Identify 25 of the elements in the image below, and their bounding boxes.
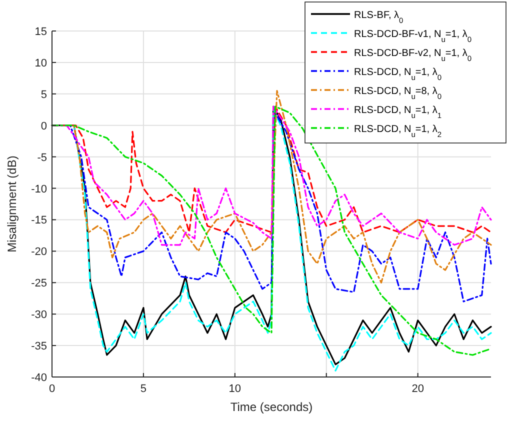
y-tick-label: 5 [40, 88, 47, 101]
y-tick-label: 15 [34, 26, 47, 38]
legend-label: RLS-DCD, N$_{u}$=1, λ$_{2}$ [354, 124, 442, 138]
y-tick-label: -5 [37, 152, 47, 164]
x-tick-label: 20 [412, 383, 424, 395]
y-tick-label: -10 [31, 183, 47, 196]
legend-label: RLS-DCD, N$_{u}$=1, λ$_{1}$ [354, 105, 442, 120]
y-tick-label: 0 [40, 120, 47, 132]
legend-label: RLS-BF, λ$_{0}$ [354, 10, 404, 24]
x-tick-label: 0 [48, 383, 56, 395]
legend-label: RLS-DCD-BF-v2, N$_{u}$=1, λ$_{0}$ [354, 48, 472, 62]
legend-label: RLS-DCD-BF-v1, N$_{u}$=1, λ$_{0}$ [354, 29, 472, 44]
y-tick-label: -15 [31, 214, 47, 227]
y-tick-label: -30 [31, 309, 47, 322]
y-tick-label: 10 [34, 57, 47, 70]
x-axis-title: Time (seconds) [230, 400, 313, 414]
y-tick-label: -20 [31, 246, 47, 258]
y-tick-label: -35 [31, 340, 47, 353]
y-tick-label: -25 [31, 278, 47, 290]
y-tick-label: -40 [31, 372, 47, 384]
legend-label: RLS-DCD, N$_{u}$=1, λ$_{0}$ [354, 67, 442, 82]
x-tick-label: 10 [228, 383, 242, 395]
x-tick-label: 5 [140, 383, 147, 395]
legend-label: RLS-DCD, N$_{u}$=8, λ$_{0}$ [354, 86, 442, 100]
y-axis-title: Misalignment (dB) [5, 156, 19, 252]
